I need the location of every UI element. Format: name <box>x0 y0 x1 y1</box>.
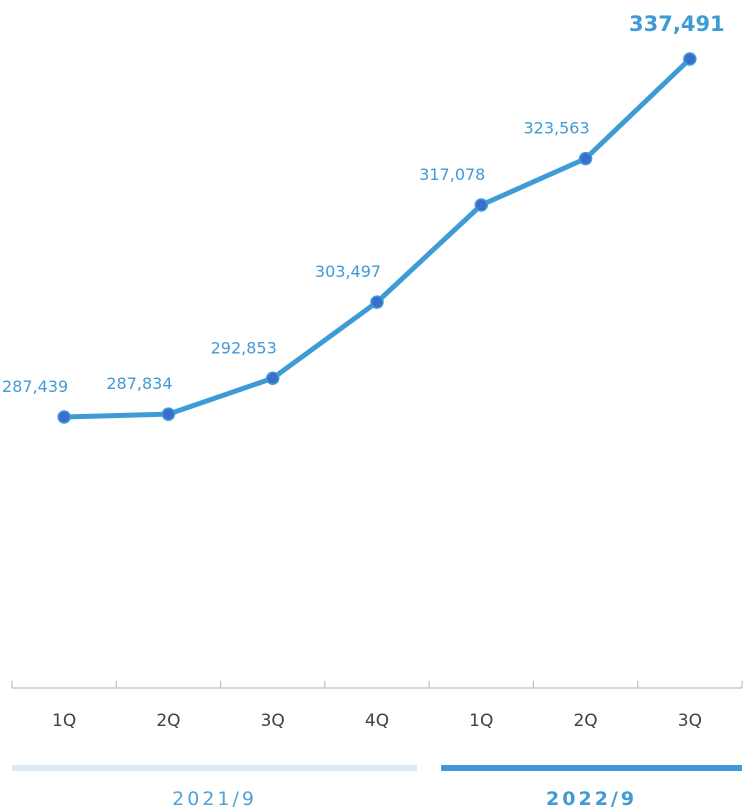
data-point <box>683 52 697 66</box>
x-axis: 1Q 2Q 3Q 4Q 1Q 2Q 3Q <box>11 681 743 731</box>
period-bar <box>441 765 742 771</box>
period-groups: 2021/9 2022/9 <box>12 765 742 810</box>
data-label: 323,563 <box>523 119 589 138</box>
x-tick-label: 2Q <box>573 711 597 731</box>
data-point <box>265 371 280 386</box>
x-tick-label: 1Q <box>469 711 493 731</box>
x-tick-label: 4Q <box>365 711 389 731</box>
data-point <box>578 151 593 166</box>
data-label: 292,853 <box>211 338 277 357</box>
data-point <box>161 407 176 421</box>
data-label: 303,497 <box>315 262 381 281</box>
series-line-group <box>61 56 693 420</box>
x-tick-label: 1Q <box>52 711 76 731</box>
period-bar <box>12 765 418 771</box>
x-tick-label: 3Q <box>678 711 702 731</box>
data-label: 287,439 <box>2 377 68 396</box>
data-points <box>57 52 697 424</box>
data-label-highlight: 337,491 <box>629 12 725 36</box>
data-point <box>370 295 384 309</box>
data-label: 287,834 <box>106 374 172 393</box>
data-point <box>57 410 71 424</box>
data-point <box>474 198 489 212</box>
period-label: 2022/9 <box>546 788 637 810</box>
period-label: 2021/9 <box>172 788 257 810</box>
x-tick-label: 2Q <box>156 711 180 731</box>
x-tick-label: 3Q <box>261 711 285 731</box>
data-label: 317,078 <box>419 165 485 184</box>
data-labels: 287,439 287,834 292,853 303,497 317,078 323,5… <box>2 12 725 396</box>
series-line <box>61 56 693 420</box>
